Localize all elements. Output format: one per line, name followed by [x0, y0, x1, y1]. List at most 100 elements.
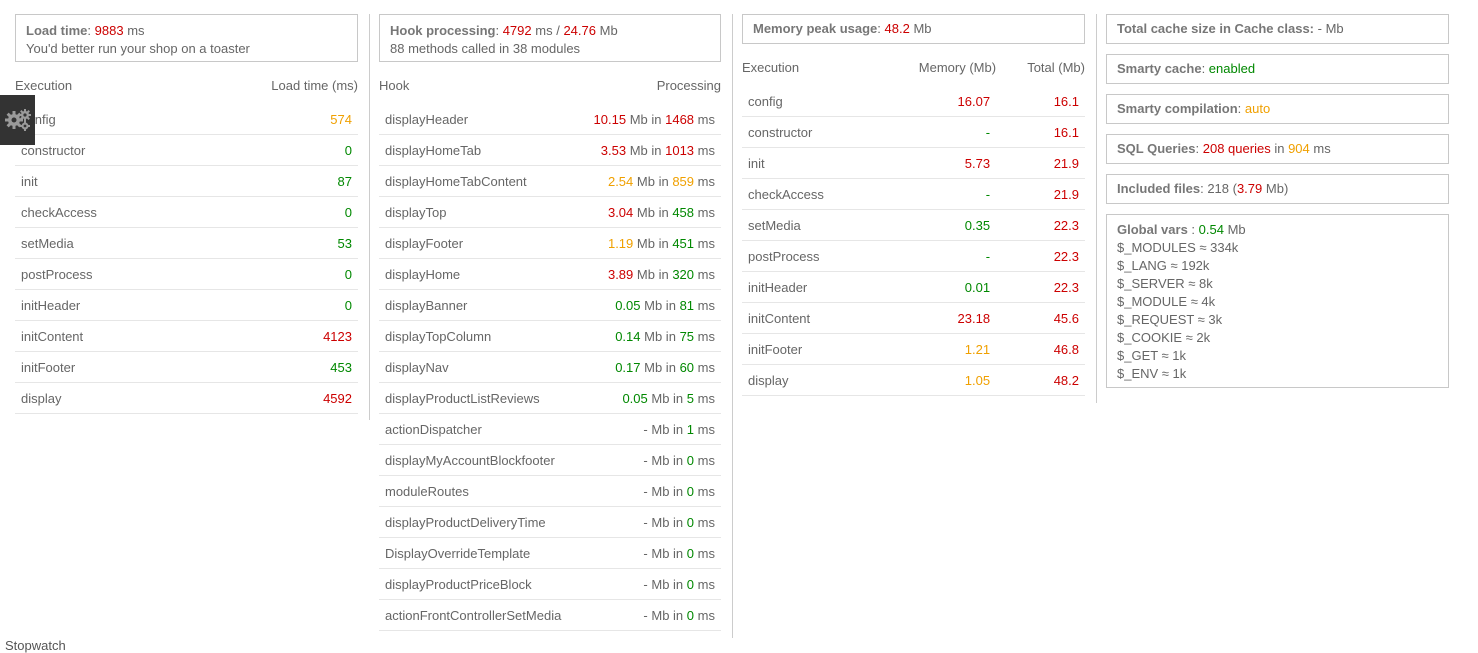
sql-ms-value: 904 [1288, 141, 1310, 156]
hook-ms-value: 4792 [502, 23, 532, 38]
hook-processing-label: Hook processing [390, 23, 496, 38]
hook-mb-value: 24.76 [563, 23, 596, 38]
load-time-unit: ms [127, 23, 145, 38]
table-row: displayHome 3.89 Mb in 320 ms [379, 258, 721, 290]
hook-name: displayHomeTabContent [379, 165, 580, 197]
execution-step-time: 0 [187, 134, 358, 166]
hook-column: Hook processing: 4792 ms / 24.76 Mb 88 m… [379, 14, 721, 631]
memory-peak-label: Memory peak usage [753, 21, 878, 36]
load-time-value: 9883 [94, 23, 124, 38]
hook-ms: 0 [686, 452, 695, 468]
hook-processing: 1.19 Mb in 451 ms [579, 227, 721, 259]
hook-name: displayFooter [379, 227, 580, 259]
table-row: initFooter 1.21 46.8 [742, 333, 1085, 365]
hook-mb: - [643, 545, 648, 561]
load-time-box: Load time: 9883 ms You'd better run your… [15, 14, 358, 62]
memory-step-value: 1.21 [877, 333, 997, 365]
smarty-cache-label: Smarty cache [1117, 61, 1202, 76]
hook-processing: 10.15 Mb in 1468 ms [579, 104, 721, 135]
hook-ms: 0 [686, 514, 695, 530]
table-row: displayMyAccountBlockfooter - Mb in 0 ms [379, 444, 721, 476]
hook-mb-in: Mb in [651, 607, 684, 623]
memory-step-total: 16.1 [996, 86, 1085, 117]
hook-ms: 859 [672, 173, 695, 189]
hook-ms-unit: ms [697, 111, 715, 127]
global-var-item: $_ENV ≈ 1k [1117, 366, 1187, 381]
table-row: moduleRoutes - Mb in 0 ms [379, 475, 721, 507]
smarty-cache-box: Smarty cache: enabled [1106, 54, 1449, 84]
execution-header: Execution [15, 78, 73, 93]
table-row: displayTopColumn 0.14 Mb in 75 ms [379, 320, 721, 352]
table-row: display 4592 [15, 382, 358, 414]
table-row: init 87 [15, 165, 358, 197]
memory-step-total: 22.3 [996, 271, 1085, 303]
load-time-header: Load time (ms) [271, 78, 358, 93]
hook-ms-unit: ms [697, 545, 715, 561]
hook-ms: 320 [672, 266, 695, 282]
memory-step-total: 45.6 [996, 302, 1085, 334]
total-header: Total (Mb) [1027, 60, 1085, 75]
execution-table: Execution Load time (ms) config 574 constr… [15, 78, 358, 414]
hook-processing: 0.17 Mb in 60 ms [579, 351, 721, 383]
table-row: displayNav 0.17 Mb in 60 ms [379, 351, 721, 383]
hook-mb-in: Mb in [651, 452, 684, 468]
table-row: setMedia 0.35 22.3 [742, 209, 1085, 241]
hook-header: Hook [379, 78, 410, 93]
execution-step-time: 574 [187, 104, 358, 135]
execution-step-time: 453 [187, 351, 358, 383]
hook-name: moduleRoutes [379, 475, 580, 507]
cache-size-label: Total cache size in Cache class: [1117, 21, 1315, 36]
hook-mb: 0.05 [615, 297, 641, 313]
memory-step-total: 46.8 [996, 333, 1085, 365]
hook-ms-unit: ms [697, 514, 715, 530]
stopwatch-heading: Stopwatch [5, 638, 66, 653]
hook-name: displayTop [379, 196, 580, 228]
hook-name: displayHome [379, 258, 580, 290]
table-row: setMedia 53 [15, 227, 358, 259]
smarty-cache-value: enabled [1208, 61, 1256, 76]
hook-ms-unit: ms [697, 483, 715, 499]
hook-mb: 1.19 [607, 235, 634, 251]
load-time-label: Load time [26, 23, 88, 38]
memory-step-value: 23.18 [877, 302, 997, 334]
hook-mb: - [643, 514, 648, 530]
hook-name: actionDispatcher [379, 413, 580, 445]
smarty-compilation-box: Smarty compilation: auto [1106, 94, 1449, 124]
memory-step-total: 21.9 [996, 178, 1085, 210]
execution-step-time: 0 [187, 258, 358, 290]
execution-step-time: 53 [187, 227, 358, 259]
global-var-item: $_LANG ≈ 192k [1117, 258, 1210, 273]
execution-step-name: config [15, 104, 188, 135]
hook-processing: 2.54 Mb in 859 ms [579, 165, 721, 197]
table-row: checkAccess -21.9 [742, 178, 1085, 210]
load-time-column: Load time: 9883 ms You'd better run your… [15, 14, 358, 414]
hook-ms-unit: ms [697, 266, 715, 282]
memory-step-total: 48.2 [996, 364, 1085, 396]
sql-ms-unit: ms [1313, 141, 1331, 156]
hook-ms: 451 [672, 235, 695, 251]
memory-peak-box: Memory peak usage: 48.2 Mb [742, 14, 1085, 44]
hook-processing-box: Hook processing: 4792 ms / 24.76 Mb 88 m… [379, 14, 721, 62]
hook-name: displayProductListReviews [379, 382, 580, 414]
column-divider [369, 14, 370, 420]
global-vars-value: 0.54 [1198, 222, 1224, 237]
hook-ms: 81 [679, 297, 695, 313]
memory-step-value: 16.07 [877, 86, 997, 117]
table-row: checkAccess 0 [15, 196, 358, 228]
table-row: init 5.73 21.9 [742, 147, 1085, 179]
global-var-item: $_GET ≈ 1k [1117, 348, 1187, 363]
memory-execution-header: Execution [742, 60, 800, 75]
hook-mb-unit: Mb [599, 23, 618, 38]
global-var-item: $_MODULES ≈ 334k [1117, 240, 1239, 255]
hook-mb-in: Mb in [651, 514, 684, 530]
hook-ms-unit: ms / [535, 23, 560, 38]
memory-step-value: - [877, 240, 997, 272]
table-row: postProcess -22.3 [742, 240, 1085, 272]
hook-ms: 0 [686, 483, 695, 499]
settings-toggle-button[interactable] [0, 95, 35, 145]
table-row: displayHomeTabContent 2.54 Mb in 859 ms [379, 165, 721, 197]
hook-processing: - Mb in 0 ms [579, 537, 721, 569]
memory-step-name: initFooter [742, 333, 878, 365]
memory-step-value: 0.01 [877, 271, 997, 303]
table-row: display 1.05 48.2 [742, 364, 1085, 396]
